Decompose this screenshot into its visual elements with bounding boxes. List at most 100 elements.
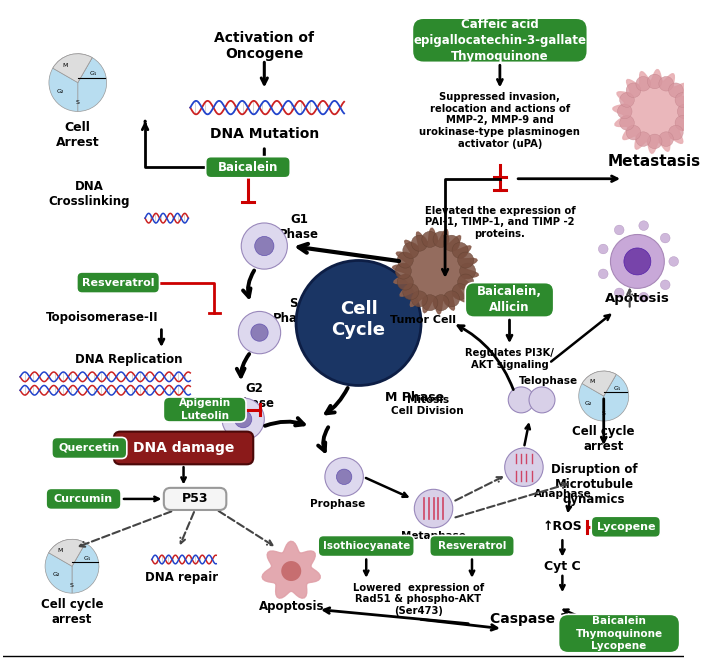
Text: S: S [70, 583, 74, 588]
Circle shape [529, 387, 555, 413]
Circle shape [508, 387, 535, 413]
Text: Quercetin: Quercetin [59, 443, 120, 453]
Text: Prophase: Prophase [310, 499, 365, 509]
Circle shape [443, 235, 459, 251]
Circle shape [457, 252, 474, 268]
Circle shape [395, 263, 411, 279]
FancyBboxPatch shape [430, 535, 514, 557]
Circle shape [636, 132, 651, 147]
Text: Curcumin: Curcumin [54, 494, 113, 504]
Text: Activation of
Oncogene: Activation of Oncogene [215, 31, 314, 61]
Text: Lycopene: Lycopene [597, 522, 655, 532]
Text: Tumor Cell: Tumor Cell [390, 316, 456, 325]
Text: Suppressed invasion,
relocation and actions of
MMP-2, MMP-9 and
urokinase-type p: Suppressed invasion, relocation and acti… [419, 92, 581, 149]
Circle shape [452, 283, 468, 299]
Text: G₁: G₁ [614, 386, 621, 391]
Circle shape [598, 244, 608, 254]
Text: G₂: G₂ [585, 401, 593, 406]
Circle shape [668, 125, 683, 140]
FancyBboxPatch shape [318, 535, 414, 557]
Text: Apotosis: Apotosis [605, 292, 670, 306]
Text: DNA Replication: DNA Replication [75, 353, 183, 366]
FancyBboxPatch shape [76, 272, 159, 293]
Circle shape [251, 324, 268, 341]
Circle shape [615, 225, 624, 234]
Text: S
Phase: S Phase [273, 297, 313, 326]
Circle shape [675, 92, 690, 107]
Text: Disruption of
Microtubule
dynamics: Disruption of Microtubule dynamics [551, 464, 637, 507]
Text: Cell
Arrest: Cell Arrest [56, 121, 100, 149]
Text: ↑ROS: ↑ROS [542, 521, 582, 533]
FancyBboxPatch shape [465, 283, 554, 317]
Text: DNA repair: DNA repair [145, 571, 218, 584]
Text: G1
Phase: G1 Phase [279, 213, 319, 241]
Circle shape [422, 231, 438, 247]
Wedge shape [53, 54, 92, 82]
Text: Regulates PI3K/
AKT signaling: Regulates PI3K/ AKT signaling [465, 348, 554, 370]
Circle shape [639, 292, 649, 302]
Circle shape [255, 237, 274, 256]
Wedge shape [78, 58, 107, 111]
Wedge shape [604, 375, 629, 421]
Text: Baicalein: Baicalein [218, 161, 278, 174]
Circle shape [433, 231, 449, 247]
Circle shape [639, 221, 649, 230]
Text: Cell cycle
arrest: Cell cycle arrest [41, 598, 103, 626]
Circle shape [452, 243, 468, 259]
Text: M: M [57, 547, 62, 553]
Text: M Phase: M Phase [384, 391, 444, 405]
Circle shape [239, 312, 280, 354]
Circle shape [678, 104, 692, 119]
Polygon shape [613, 70, 697, 153]
Text: DNA Mutation: DNA Mutation [210, 127, 319, 141]
Wedge shape [582, 371, 616, 396]
Circle shape [414, 489, 453, 528]
Circle shape [620, 116, 634, 130]
Circle shape [222, 398, 264, 440]
Circle shape [659, 76, 673, 91]
FancyBboxPatch shape [205, 157, 290, 178]
Text: G₂: G₂ [52, 572, 59, 577]
Text: Elevated the expression of
PAI-1, TIMP-1, and TIMP -2
proteins.: Elevated the expression of PAI-1, TIMP-1… [425, 206, 576, 239]
Circle shape [647, 134, 662, 149]
Text: Cell
Cycle: Cell Cycle [331, 299, 386, 338]
Text: DNA
Crosslinking: DNA Crosslinking [49, 180, 130, 208]
Circle shape [598, 269, 608, 279]
Text: Isothiocyanate: Isothiocyanate [323, 541, 410, 551]
Wedge shape [45, 553, 72, 593]
Circle shape [626, 83, 641, 98]
Circle shape [647, 74, 662, 89]
Circle shape [296, 261, 421, 385]
Circle shape [610, 234, 664, 288]
Circle shape [397, 274, 413, 290]
Circle shape [668, 83, 683, 98]
Circle shape [397, 252, 413, 268]
Text: Mitosis
Cell Division: Mitosis Cell Division [392, 395, 464, 417]
Wedge shape [72, 543, 99, 593]
Text: S: S [76, 100, 80, 105]
Text: G₂: G₂ [57, 88, 64, 94]
FancyBboxPatch shape [164, 488, 227, 510]
Circle shape [403, 283, 419, 299]
Polygon shape [262, 541, 320, 598]
Circle shape [617, 104, 632, 119]
Text: M: M [590, 379, 595, 383]
Wedge shape [53, 54, 92, 82]
Circle shape [624, 248, 651, 275]
Text: G₁: G₁ [83, 555, 91, 561]
Text: Apigenin
Luteolin: Apigenin Luteolin [178, 398, 231, 421]
Text: P53: P53 [182, 492, 208, 505]
Circle shape [661, 233, 670, 243]
Circle shape [661, 280, 670, 289]
FancyBboxPatch shape [412, 18, 588, 62]
Circle shape [281, 561, 301, 581]
FancyBboxPatch shape [559, 614, 680, 653]
Circle shape [626, 125, 641, 140]
Circle shape [669, 257, 678, 266]
Text: Baicalein,
Allicin: Baicalein, Allicin [477, 285, 542, 314]
Text: Baicalein
Thymoquinone
Lycopene: Baicalein Thymoquinone Lycopene [576, 616, 663, 651]
Circle shape [325, 458, 363, 496]
Text: Resveratrol: Resveratrol [438, 541, 506, 551]
Wedge shape [49, 539, 86, 566]
Text: Metastasis: Metastasis [608, 153, 701, 169]
